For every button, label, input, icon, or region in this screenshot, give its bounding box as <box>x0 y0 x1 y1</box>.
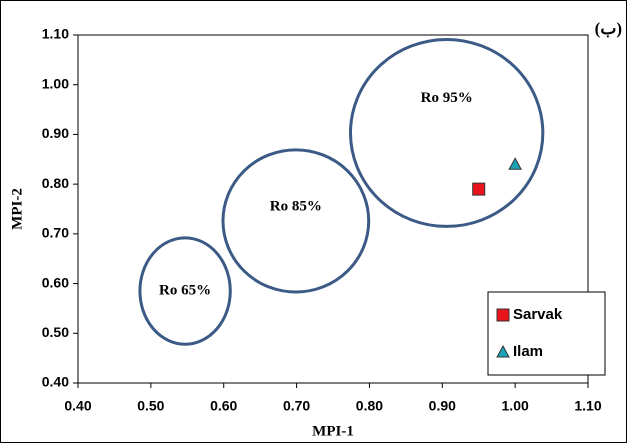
legend-box <box>487 291 606 376</box>
y-tick-label: 1.00 <box>42 75 69 91</box>
y-axis-title: MPI-2 <box>9 188 25 230</box>
y-tick-label: 0.40 <box>42 374 69 390</box>
x-tick-label: 1.00 <box>502 398 529 414</box>
plot-area <box>77 34 589 384</box>
region-label: Ro 65% <box>159 282 211 298</box>
x-axis-title: MPI-1 <box>312 423 354 439</box>
y-tick-label: 1.10 <box>42 26 69 42</box>
region-ellipse <box>348 37 545 228</box>
y-tick-label: 0.50 <box>42 324 69 340</box>
y-tick-label: 0.70 <box>42 225 69 241</box>
y-tick-label: 0.80 <box>42 175 69 191</box>
legend-label: Ilam <box>513 343 543 360</box>
x-tick-label: 0.80 <box>356 398 383 414</box>
legend-marker <box>496 308 510 322</box>
x-tick-label: 1.10 <box>574 398 601 414</box>
x-tick-label: 0.50 <box>137 398 164 414</box>
x-tick-label: 0.70 <box>283 398 310 414</box>
x-tick-label: 0.90 <box>429 398 456 414</box>
point <box>508 157 522 170</box>
region-label: Ro 85% <box>270 198 322 214</box>
legend-label: Sarvak <box>513 306 563 323</box>
region-label: Ro 95% <box>421 90 473 106</box>
x-tick-label: 0.40 <box>64 398 91 414</box>
legend-marker <box>496 344 510 358</box>
region-ellipse <box>138 236 232 346</box>
point <box>472 182 486 196</box>
panel-label: (ب) <box>595 19 622 38</box>
y-tick-label: 0.60 <box>42 274 69 290</box>
y-tick-label: 0.90 <box>42 125 69 141</box>
x-tick-label: 0.60 <box>210 398 237 414</box>
region-ellipse <box>221 148 371 294</box>
